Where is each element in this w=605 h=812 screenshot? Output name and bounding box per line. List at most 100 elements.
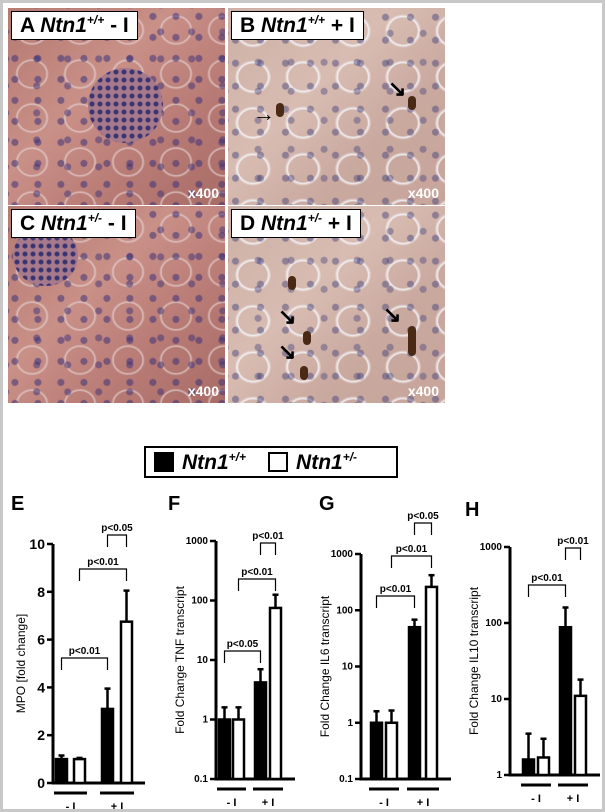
- x-category-label: + I: [567, 793, 580, 805]
- p-value-label: p<0.01: [241, 567, 273, 578]
- y-tick-label: 10: [342, 662, 354, 673]
- magnification-label: x400: [187, 185, 219, 201]
- micrograph-a: A Ntn1+/+ - I x400: [8, 8, 225, 205]
- stained-cell: [276, 103, 284, 117]
- y-tick-label: 0.1: [339, 774, 353, 785]
- bar-het-minus-i: [231, 718, 246, 781]
- significance-bracket: [564, 547, 582, 560]
- x-category-label: - I: [66, 801, 76, 812]
- x-category-label: + I: [111, 801, 124, 812]
- y-tick-label: 1: [202, 715, 208, 726]
- panel-letter: F: [168, 493, 180, 515]
- y-tick-label: 100: [191, 596, 208, 607]
- micrograph-c: C Ntn1+/- - I x400: [8, 206, 225, 403]
- bar-het-plus-i: [424, 585, 439, 781]
- y-tick-label: 4: [37, 679, 45, 695]
- bar-het-minus-i: [536, 756, 551, 777]
- p-value-label: p<0.01: [396, 544, 428, 555]
- x-category-label: - I: [531, 793, 541, 805]
- significance-bracket: [60, 657, 109, 670]
- y-axis-label: Fold Change TNF transcript: [173, 585, 187, 734]
- y-tick-label: 1000: [331, 549, 354, 560]
- panel-label: A Ntn1+/+ - I: [11, 11, 138, 40]
- significance-bracket: [106, 534, 128, 547]
- stained-cell: [288, 276, 296, 290]
- y-tick-label: 10: [491, 694, 503, 705]
- significance-bracket: [375, 595, 416, 608]
- significance-bracket: [259, 542, 277, 555]
- panel-label: D Ntn1+/- + I: [231, 209, 361, 238]
- y-tick-label: 10: [197, 655, 209, 666]
- y-tick-label: 8: [37, 584, 45, 600]
- panel-letter: E: [11, 493, 24, 515]
- y-tick-label: 6: [37, 632, 45, 648]
- p-value-label: p<0.01: [531, 573, 563, 584]
- bar-wt-plus-i: [407, 625, 422, 781]
- bar-het-plus-i: [573, 694, 588, 777]
- arrow-icon: →: [253, 101, 275, 126]
- x-category-label: - I: [227, 797, 237, 809]
- legend: Ntn1+/+ Ntn1+/-: [144, 446, 398, 478]
- legend-swatch-het: [268, 452, 289, 472]
- significance-bracket: [390, 555, 433, 568]
- y-tick-label: 1000: [480, 542, 503, 553]
- y-tick-label: 1000: [186, 536, 209, 547]
- panel-letter: H: [465, 499, 479, 521]
- glomerulus: [88, 68, 163, 143]
- arrow-icon: ↘: [278, 339, 297, 364]
- bar-het-plus-i: [119, 620, 134, 785]
- significance-bracket: [413, 522, 433, 535]
- significance-bracket: [527, 584, 567, 597]
- bar-wt-minus-i: [369, 721, 384, 781]
- p-value-label: p<0.01: [252, 531, 284, 542]
- arrow-icon: ↘: [388, 76, 407, 101]
- legend-swatch-wt: [154, 452, 174, 472]
- micrograph-d: ↘ ↘ ↘ D Ntn1+/- + I x400: [228, 206, 445, 403]
- magnification-label: x400: [407, 185, 439, 201]
- p-value-label: p<0.05: [101, 523, 133, 534]
- y-axis-label: Fold Change IL10 transcript: [467, 586, 481, 735]
- panel-label: C Ntn1+/- - I: [11, 209, 136, 238]
- y-tick-label: 1: [496, 770, 502, 781]
- stained-cell: [303, 331, 311, 345]
- magnification-label: x400: [187, 383, 219, 399]
- y-tick-label: 0.1: [194, 774, 208, 785]
- stained-cell: [300, 366, 308, 380]
- significance-bracket: [78, 568, 128, 581]
- bar-het-minus-i: [384, 721, 399, 781]
- bar-wt-plus-i: [100, 707, 115, 785]
- stained-cell: [408, 326, 416, 356]
- stained-cell: [408, 96, 416, 110]
- p-value-label: p<0.05: [227, 639, 259, 650]
- bar-wt-minus-i: [54, 757, 69, 785]
- x-category-label: + I: [262, 797, 275, 809]
- y-tick-label: 100: [336, 605, 353, 616]
- y-tick-label: 10: [29, 536, 45, 552]
- arrow-icon: ↘: [383, 302, 402, 327]
- y-tick-label: 100: [485, 618, 502, 629]
- y-axis-label: Fold Change IL6 transcript: [318, 595, 332, 737]
- legend-label-wt: Ntn1+/+: [182, 449, 247, 474]
- x-category-label: - I: [379, 797, 389, 809]
- significance-bracket: [223, 650, 262, 663]
- p-value-label: p<0.05: [407, 511, 439, 522]
- p-value-label: p<0.01: [380, 584, 412, 595]
- bar-wt-minus-i: [521, 758, 536, 777]
- y-tick-label: 1: [347, 718, 353, 729]
- bar-charts: E 0 2 4 6 8 10 MPO [fold change] - I + I p<0.01 p<0…: [11, 493, 600, 812]
- bar-wt-plus-i: [558, 625, 573, 777]
- y-axis-label: MPO [fold change]: [14, 614, 28, 713]
- bar-wt-minus-i: [217, 718, 232, 781]
- arrow-icon: ↘: [278, 304, 297, 329]
- magnification-label: x400: [407, 383, 439, 399]
- p-value-label: p<0.01: [557, 536, 589, 547]
- bar-het-minus-i: [72, 757, 87, 785]
- panel-letter: G: [319, 493, 335, 515]
- micrograph-b: → ↘ B Ntn1+/+ + I x400: [228, 8, 445, 205]
- bar-wt-plus-i: [253, 681, 268, 781]
- bar-het-plus-i: [268, 606, 283, 781]
- y-tick-label: 2: [37, 727, 45, 743]
- y-tick-label: 0: [37, 775, 45, 791]
- significance-bracket: [237, 578, 277, 591]
